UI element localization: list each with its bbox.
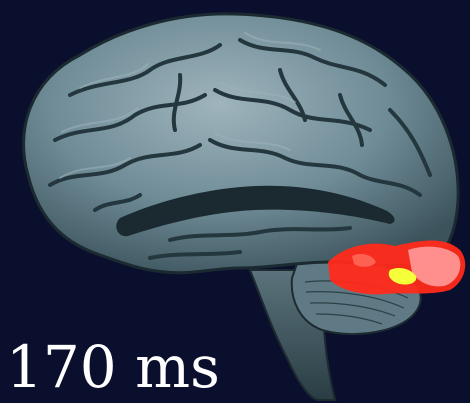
lateral-fissure	[116, 185, 395, 237]
time-label: 170 ms	[6, 333, 220, 401]
gyri-highlights	[59, 32, 321, 179]
activation-region	[328, 240, 466, 295]
gyri-folds	[48, 38, 432, 260]
